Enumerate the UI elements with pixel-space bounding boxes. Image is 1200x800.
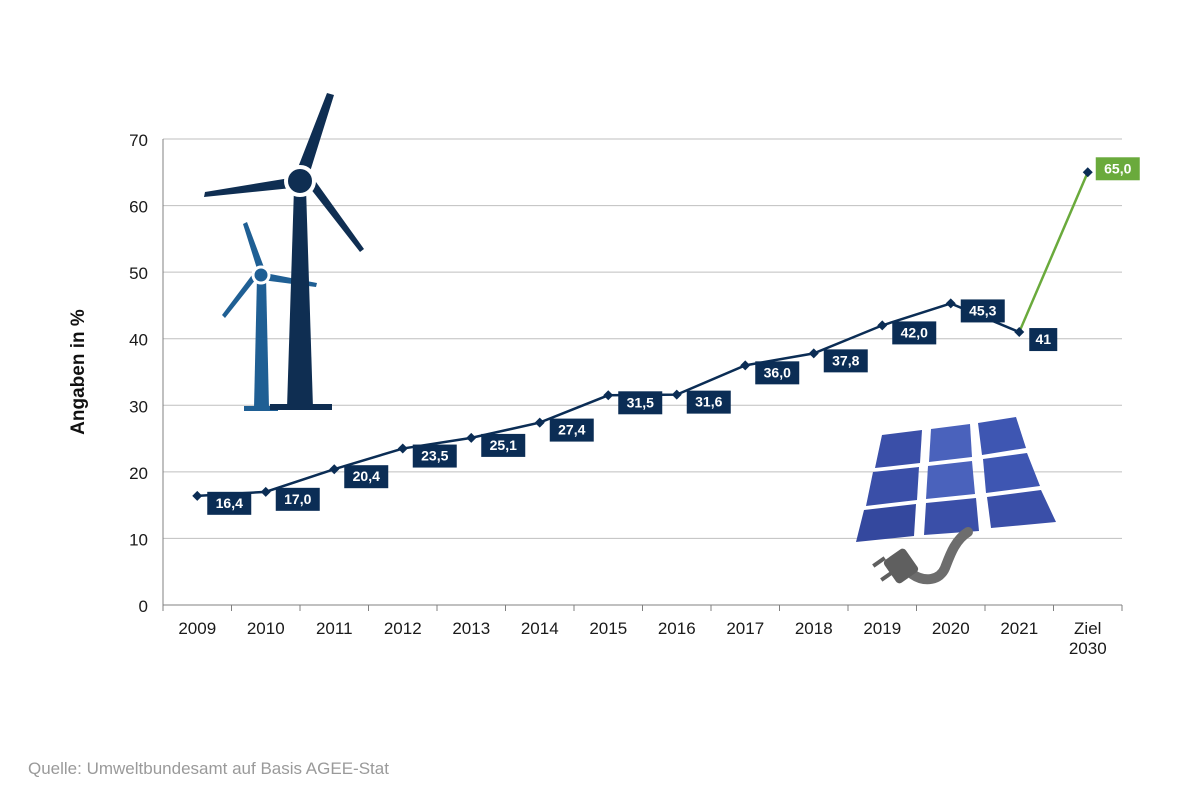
data-label-box xyxy=(618,391,663,415)
axes: 0 10 20 30 40 50 60 70 2009 2010 2011 2012 2013 2014 2… xyxy=(68,131,1123,658)
source-note: Quelle: Umweltbundesamt auf Basis AGEE-S… xyxy=(28,759,389,778)
x-tick-label: 2010 xyxy=(247,619,285,638)
data-label: 20,4 xyxy=(353,468,380,484)
x-tick-label: 2011 xyxy=(316,619,353,638)
small-wind-turbine xyxy=(222,222,317,411)
x-tick-label: 2017 xyxy=(726,619,764,638)
x-tick-label: 2019 xyxy=(863,619,901,638)
data-label: 31,6 xyxy=(695,394,722,410)
x-tick-label: 2012 xyxy=(384,619,422,638)
data-point xyxy=(740,360,751,371)
x-tick-label: 2013 xyxy=(452,619,490,638)
target-line xyxy=(1018,171,1089,333)
data-point xyxy=(808,348,819,359)
data-label: 31,5 xyxy=(627,394,654,410)
solar-panel-icon xyxy=(856,417,1056,542)
y-axis-title: Angaben in % xyxy=(68,309,89,435)
x-tick-label: 2020 xyxy=(932,619,970,638)
data-label: 27,4 xyxy=(558,422,585,438)
data-point xyxy=(945,298,956,309)
data-label: 42,0 xyxy=(901,324,928,340)
data-point xyxy=(192,490,203,501)
data-label-box xyxy=(686,390,731,414)
data-label: 16,4 xyxy=(216,495,243,511)
data-point xyxy=(671,389,682,400)
x-tick-label: Ziel 2030 xyxy=(1069,619,1107,658)
data-label: 41 xyxy=(1035,331,1051,347)
data-label-box xyxy=(412,444,457,468)
data-label: 17,0 xyxy=(284,491,311,507)
big-wind-turbine xyxy=(204,93,364,410)
x-tick-label: 2009 xyxy=(178,619,216,638)
target-label: 65,0 xyxy=(1104,160,1131,176)
data-label: 25,1 xyxy=(490,437,517,453)
y-tick-label: 40 xyxy=(129,331,148,350)
data-label: 23,5 xyxy=(421,448,448,464)
wind-turbine-icon xyxy=(204,93,364,411)
data-label-box xyxy=(1029,328,1058,352)
data-label-box xyxy=(344,465,389,489)
data-label-box xyxy=(755,361,800,385)
data-point xyxy=(534,417,545,428)
data-label-box xyxy=(823,349,868,373)
y-tick-label: 60 xyxy=(129,198,148,217)
data-point xyxy=(603,390,614,401)
y-tick-label: 30 xyxy=(129,397,148,416)
data-point xyxy=(466,432,477,443)
y-tick-label: 20 xyxy=(129,464,148,483)
data-point xyxy=(397,443,408,454)
plug-icon xyxy=(872,527,973,585)
data-label-box xyxy=(960,299,1005,323)
series xyxy=(192,167,1093,501)
y-tick-label: 0 xyxy=(139,597,148,616)
data-point xyxy=(1014,327,1025,338)
x-tick-label: 2014 xyxy=(521,619,559,638)
data-label: 37,8 xyxy=(832,352,859,368)
y-tick-label: 10 xyxy=(129,530,148,549)
data-labels: 16,4 17,0 20,4 23,5 25,1 27,4 31,5 31,6 36,0 37,8… xyxy=(207,157,1140,515)
data-label: 36,0 xyxy=(764,364,791,380)
data-label: 45,3 xyxy=(969,302,996,318)
x-tick-label: 2016 xyxy=(658,619,696,638)
data-point xyxy=(329,464,340,475)
data-label-box xyxy=(892,321,937,345)
data-label-box xyxy=(481,433,526,457)
x-tick-label: 2015 xyxy=(589,619,627,638)
target-label-box xyxy=(1095,157,1140,181)
y-tick-label: 70 xyxy=(129,131,148,150)
x-tick-label: 2018 xyxy=(795,619,833,638)
target-point xyxy=(1082,167,1093,178)
x-tick-label: 2021 xyxy=(1000,619,1038,638)
data-label-box xyxy=(549,418,594,442)
data-label-box xyxy=(275,487,320,511)
data-label-box xyxy=(207,491,252,515)
y-tick-label: 50 xyxy=(129,264,148,283)
data-point xyxy=(260,486,271,497)
data-point xyxy=(877,320,888,331)
